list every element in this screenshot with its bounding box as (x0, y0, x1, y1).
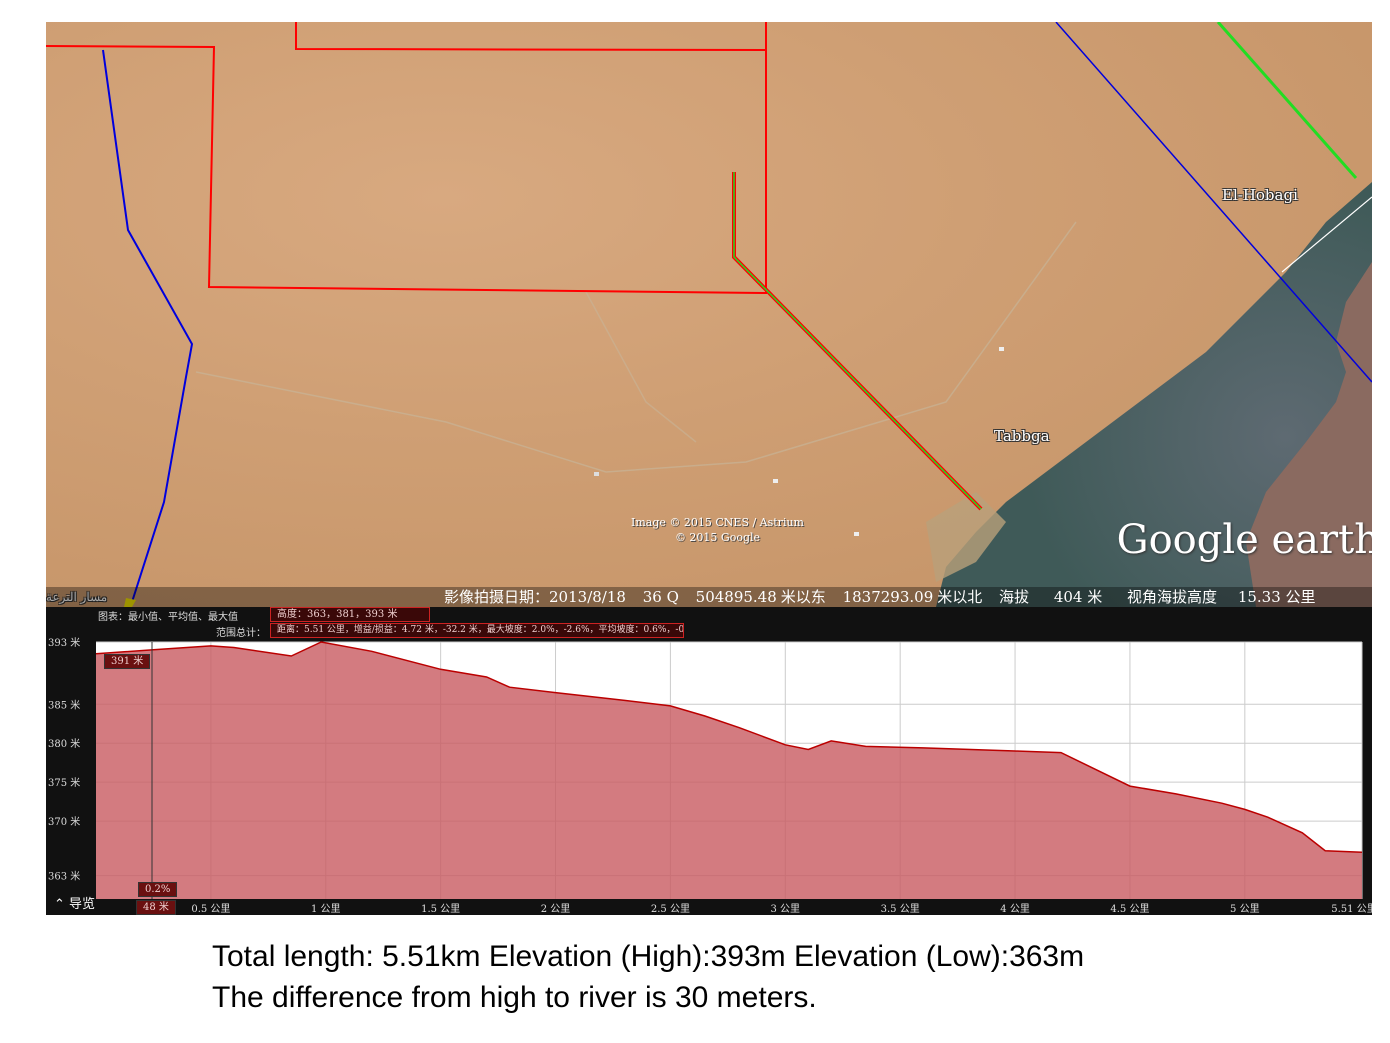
white-line (1281, 196, 1372, 273)
y-tick-label: 393 米 (48, 636, 80, 649)
blue-line-left (102, 49, 194, 603)
copyright-line-1: Image © 2015 CNES / Astrium (631, 516, 804, 529)
x-tick-label: 3.5 公里 (881, 903, 920, 915)
profile-range-stats[interactable]: 距离：5.51 公里，增益/损益：4.72 米，-32.2 米，最大坡度：2.0… (270, 623, 684, 638)
x-tick-label: 1 公里 (311, 903, 341, 915)
imagery-date-label: 影像拍摄日期：2013/8/18 (444, 588, 626, 606)
utm-zone: 36 Q (642, 588, 679, 606)
map-marker (773, 479, 778, 483)
nav-toggle-button[interactable]: ⌃ 导览 (46, 895, 144, 915)
y-tick-label: 370 米 (48, 815, 80, 828)
cursor-elevation-tag: 391 米 (104, 654, 151, 669)
caption-line-1: Total length: 5.51km Elevation (High):39… (212, 940, 1085, 973)
x-tick-label: 5.51 公里 (1331, 903, 1372, 915)
x-tick-label: 3 公里 (771, 903, 801, 915)
nav-label: 导览 (69, 897, 96, 912)
x-tick-label: 2 公里 (541, 903, 571, 915)
y-tick-label: 375 米 (48, 776, 80, 789)
y-tick-label: 385 米 (48, 698, 80, 711)
green-line-top (1216, 22, 1358, 179)
map-status-bar: 影像拍摄日期：2013/8/18 36 Q 504895.48 米以东 18372… (46, 587, 1372, 607)
easting-value: 504895.48 米以东 (695, 588, 826, 606)
track-line (195, 221, 1077, 473)
place-label-el-hobagi[interactable]: El-Hobagi (1222, 186, 1298, 204)
elevation-profile-panel[interactable]: 图表：最小值、平均值、最大值 高度：363，381，393 米 范围总计： 距离… (46, 607, 1372, 915)
northing-value: 1837293.09 米以北 (842, 588, 983, 606)
map-marker (854, 532, 859, 536)
elevation-line (95, 641, 1363, 854)
elevation-area (96, 642, 1362, 899)
profile-stat-label-1: 图表：最小值、平均值、最大值 (98, 612, 238, 623)
map-overlay (46, 22, 1372, 607)
blue-line-right (1055, 22, 1372, 383)
profile-elevation-stats[interactable]: 高度：363，381，393 米 (270, 607, 430, 622)
map-marker (999, 347, 1004, 351)
canal-path-green (733, 172, 982, 510)
x-tick-label: 4.5 公里 (1110, 903, 1149, 915)
google-earth-logo: Google earth (1116, 517, 1372, 563)
sand-bank (926, 492, 1006, 582)
profile-stat-label-2: 范围总计： (216, 628, 266, 639)
altitude-value: 404 米 (1053, 588, 1103, 606)
chevron-up-icon: ⌃ (54, 897, 65, 912)
copyright-line-2: © 2015 Google (674, 531, 761, 544)
x-tick-label: 4 公里 (1000, 903, 1030, 915)
cursor-slope-tag: 0.2% (138, 882, 178, 897)
place-label-tabbga[interactable]: Tabbga (994, 427, 1050, 445)
red-boundary-left (46, 22, 767, 295)
x-tick-label: 1.5 公里 (421, 903, 460, 915)
eye-altitude-value: 15.33 公里 (1237, 588, 1316, 606)
place-label-arabic[interactable]: مسار الترعة (46, 590, 108, 604)
x-tick-label: 5 公里 (1230, 903, 1260, 915)
map-marker (594, 472, 599, 476)
elevation-chart[interactable]: 393 米 385 米 380 米 375 米 370 米 363 米 0.5 公里 1 公… (46, 607, 1372, 915)
imagery-copyright: Image © 2015 CNES / Astrium © 2015 Googl… (631, 515, 804, 545)
altitude-label: 海拔 (999, 588, 1030, 606)
river-channel (1246, 262, 1372, 607)
canal-path-red (732, 172, 983, 511)
placemark-icon (124, 598, 136, 607)
cursor-distance-tag: 48 米 (136, 900, 176, 915)
x-tick-label: 2.5 公里 (651, 903, 690, 915)
red-boundary-top (295, 22, 767, 51)
y-tick-label: 380 米 (48, 737, 80, 750)
track-line-2 (585, 291, 697, 443)
eye-altitude-label: 视角海拔高度 (1127, 588, 1218, 606)
x-axis-ticks: 0.5 公里 1 公里 1.5 公里 2 公里 2.5 公里 3 公里 3.5 公里 4 公里… (191, 903, 1372, 915)
x-tick-label: 0.5 公里 (191, 903, 230, 915)
y-tick-label: 363 米 (48, 870, 80, 883)
map-view[interactable]: El-Hobagi Tabbga مسار الترعة Image © 201… (46, 22, 1372, 607)
y-axis-ticks: 393 米 385 米 380 米 375 米 370 米 363 米 (48, 636, 80, 883)
caption-line-2: The difference from high to river is 30 … (212, 981, 817, 1014)
